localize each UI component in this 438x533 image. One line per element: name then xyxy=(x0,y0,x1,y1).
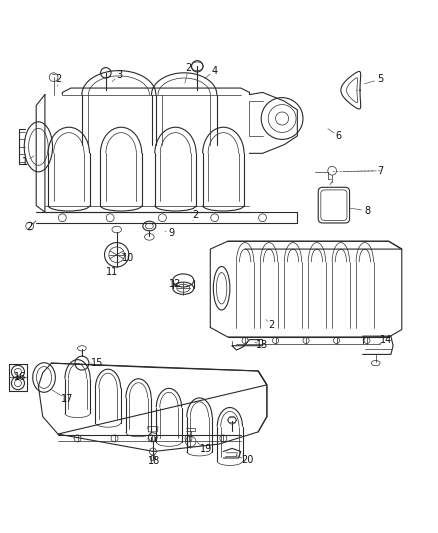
Text: 2: 2 xyxy=(268,320,274,330)
Text: 8: 8 xyxy=(364,206,370,216)
Text: 18: 18 xyxy=(148,456,160,466)
Text: 6: 6 xyxy=(336,131,342,141)
Text: 19: 19 xyxy=(200,445,212,454)
Text: 17: 17 xyxy=(60,394,73,404)
Text: 20: 20 xyxy=(241,455,254,465)
Text: 10: 10 xyxy=(121,253,134,263)
Text: 2: 2 xyxy=(55,75,61,84)
Text: 4: 4 xyxy=(212,66,218,76)
Text: 16: 16 xyxy=(14,372,26,382)
Text: 2: 2 xyxy=(192,210,198,220)
Text: 11: 11 xyxy=(106,266,119,277)
Text: 3: 3 xyxy=(116,70,122,80)
Text: 1: 1 xyxy=(22,157,28,167)
Text: 5: 5 xyxy=(377,75,383,84)
Text: 7: 7 xyxy=(377,166,383,176)
Text: 14: 14 xyxy=(381,335,393,345)
Text: 9: 9 xyxy=(168,229,174,238)
Text: 13: 13 xyxy=(256,340,268,350)
Text: 15: 15 xyxy=(91,358,103,368)
Text: 12: 12 xyxy=(170,279,182,289)
Text: 2: 2 xyxy=(27,222,33,232)
Text: 2: 2 xyxy=(185,63,192,74)
